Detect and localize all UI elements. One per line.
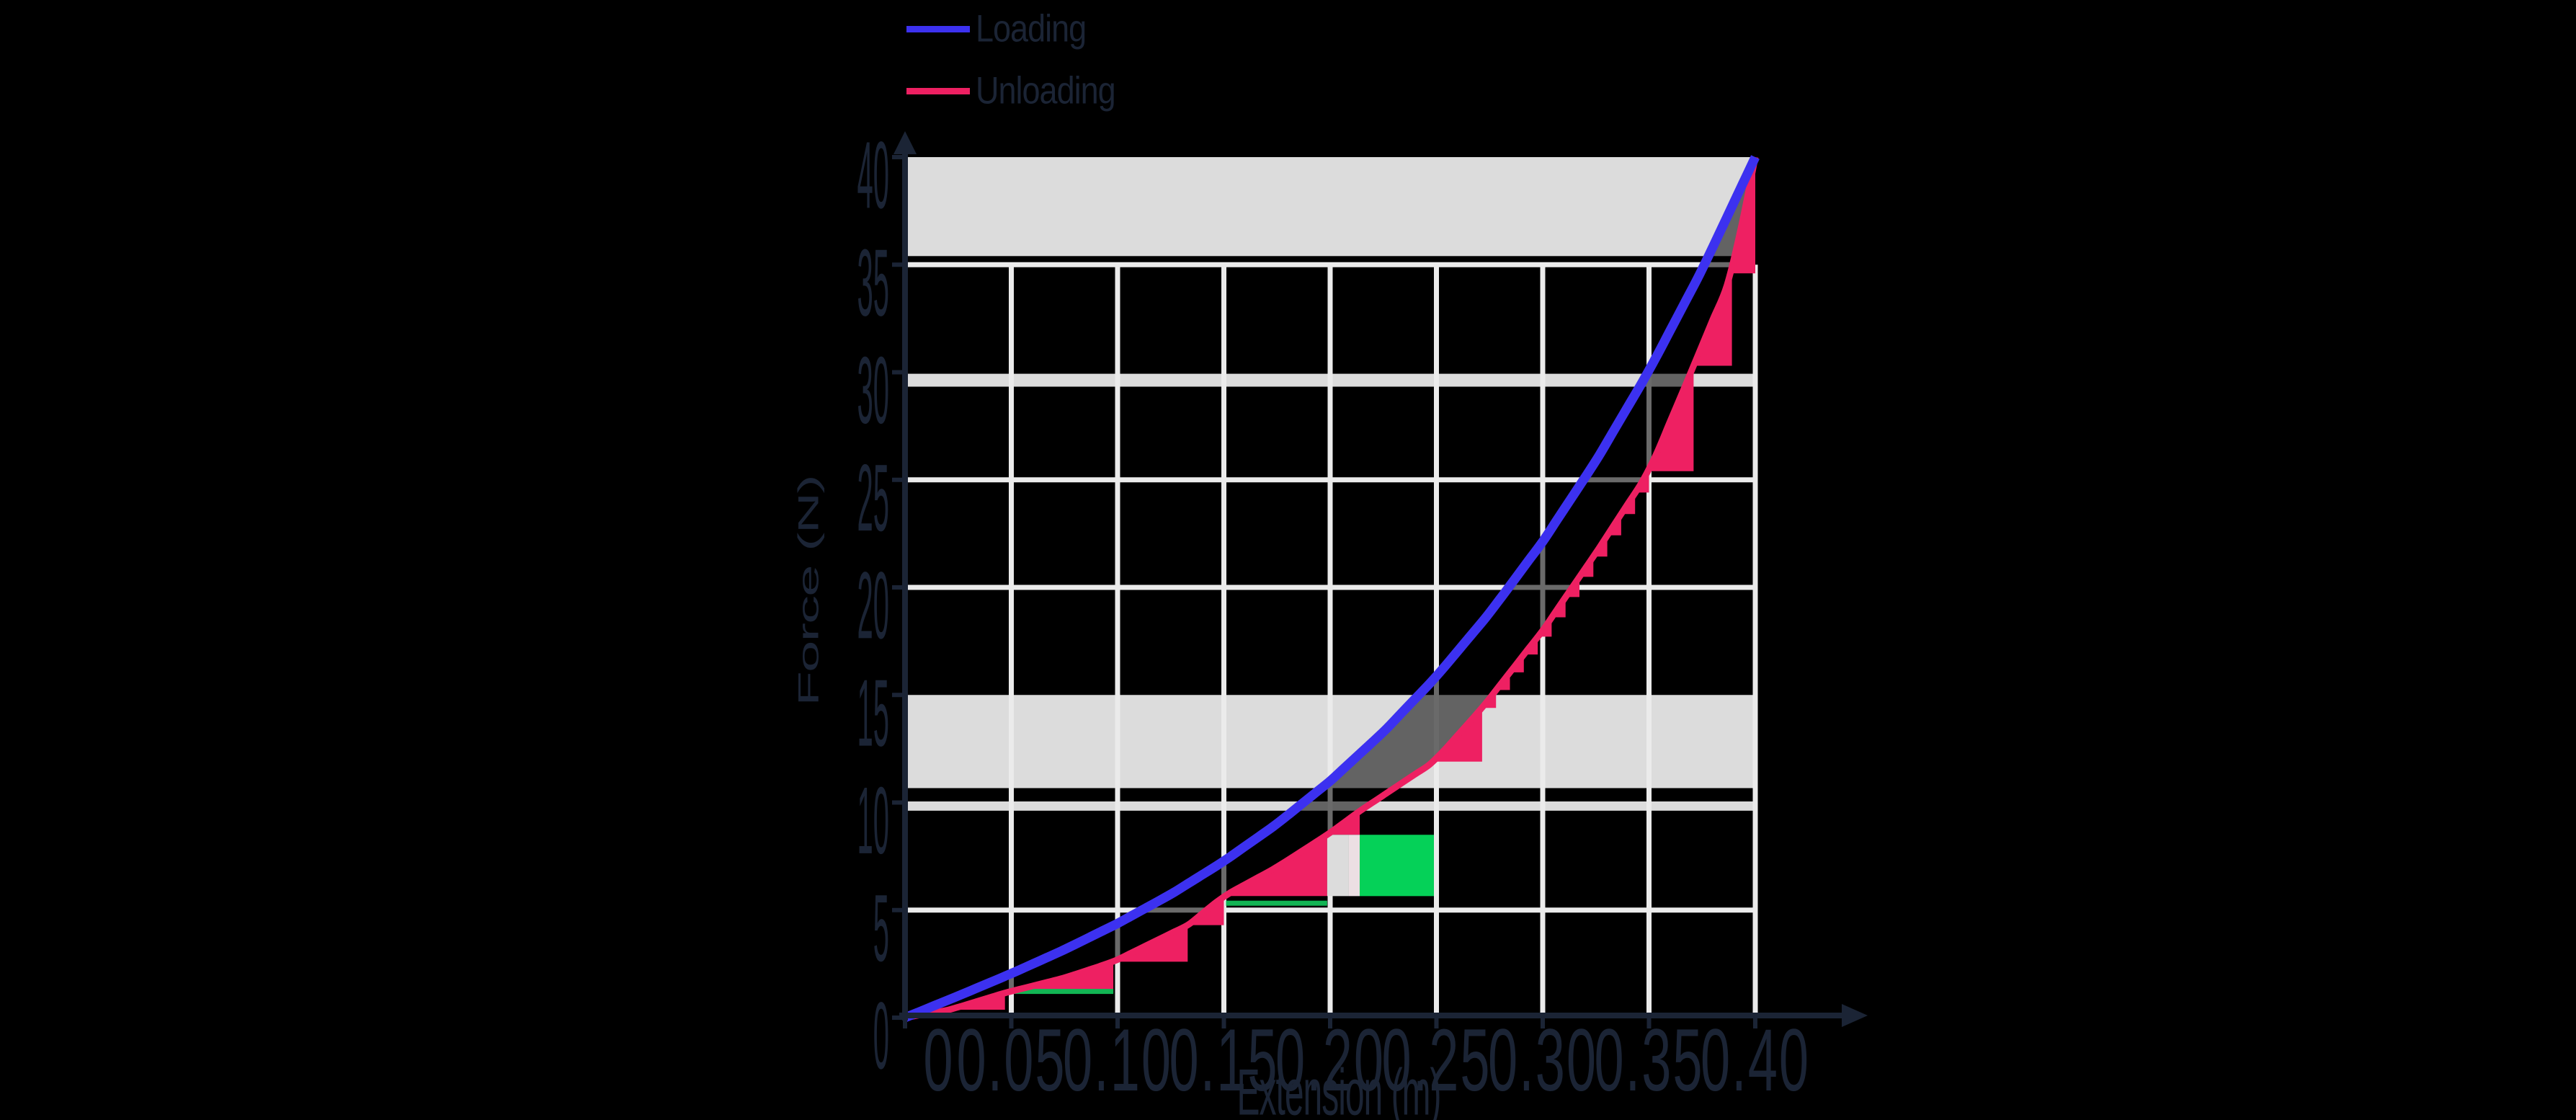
green-marker-line [1010, 989, 1114, 995]
y-tick-label: 0 [873, 982, 889, 1089]
y-tick-label: 25 [857, 445, 889, 551]
riemann-step [1224, 835, 1327, 897]
tick-marks [892, 155, 1757, 1028]
y-tick-label: 20 [857, 552, 889, 659]
riemann-step [1187, 896, 1224, 925]
curves [903, 155, 1760, 1023]
x-tick-label: 0.25 [1381, 1012, 1491, 1109]
x-tick-label: 0.35 [1594, 1012, 1703, 1109]
x-tick-label: 0.10 [1063, 1012, 1172, 1109]
x-tick-label: 0.15 [1169, 1012, 1278, 1109]
x-tick-label: 0.40 [1701, 1012, 1810, 1109]
y-axis-line [902, 153, 908, 1021]
x-tick-label: 0.05 [956, 1012, 1066, 1109]
y-axis-title: Force (N) [793, 476, 824, 706]
loading-line-swatch-icon [906, 25, 970, 32]
green-rect [1360, 835, 1434, 897]
riemann-step [1593, 535, 1608, 557]
y-axis-arrow-icon [893, 131, 917, 154]
blush-strip [1348, 835, 1360, 897]
x-axis-line [899, 1013, 1842, 1018]
riemann-step [1004, 961, 1114, 993]
riemann-step [1481, 690, 1497, 708]
unloading-line-swatch-icon [906, 87, 970, 94]
y-tick-label: 35 [857, 229, 889, 336]
gridlines [905, 262, 1758, 1018]
legend-item-loading: Loading [906, 6, 1087, 50]
riemann-step [1496, 672, 1510, 690]
legend-item-unloading: Unloading [906, 68, 1116, 112]
highlight-strips [1010, 835, 1434, 995]
riemann-step [1551, 597, 1566, 618]
riemann-step [1538, 617, 1552, 637]
unloading-curve [904, 156, 1759, 1021]
x-tick-label: 0.30 [1488, 1012, 1597, 1109]
loading-curve [903, 155, 1760, 1023]
x-axis-title: Extension (m) [1236, 1056, 1440, 1120]
y-tick-label: 5 [873, 875, 889, 982]
gray-strip [1327, 835, 1349, 897]
axes [893, 131, 1868, 1027]
legend-label-loading: Loading [976, 6, 1087, 50]
x-tick-label: 0 [923, 1012, 954, 1109]
tick-labels: 0 0.050.100.150.200.250.300.350.400510152… [857, 122, 1810, 1109]
riemann-step [1523, 636, 1538, 655]
y-tick-label: 40 [857, 122, 889, 228]
y-tick-label: 10 [857, 768, 889, 874]
riemann-step [1649, 365, 1694, 471]
y-tick-label: 15 [857, 659, 889, 766]
green-marker-line [1226, 900, 1327, 906]
x-axis-arrow-icon [1842, 1004, 1868, 1027]
legend: Loading Unloading [0, 0, 2576, 144]
legend-label-unloading: Unloading [976, 68, 1116, 112]
x-tick-label: 0.20 [1275, 1012, 1385, 1109]
y-tick-label: 30 [857, 337, 889, 444]
